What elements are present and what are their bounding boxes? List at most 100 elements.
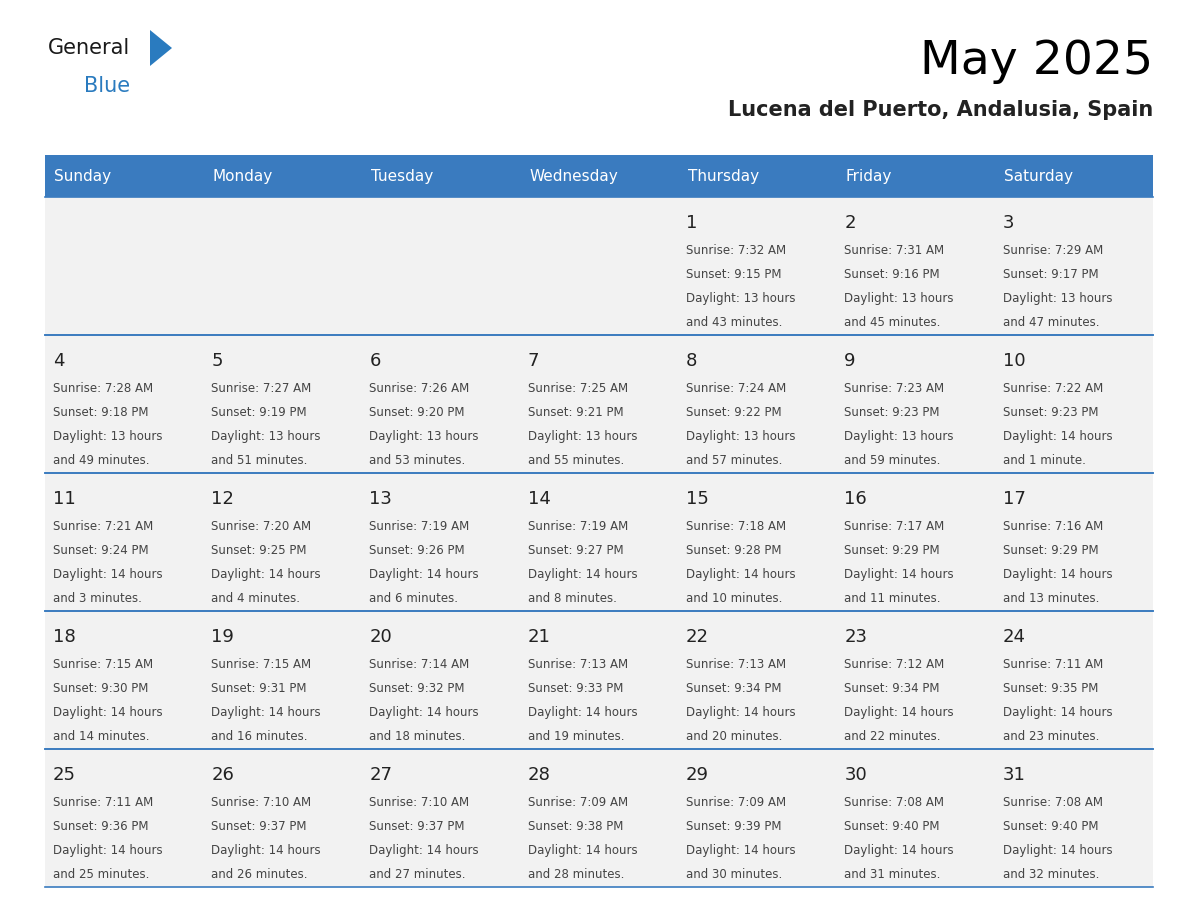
- Text: and 8 minutes.: and 8 minutes.: [527, 592, 617, 605]
- Text: and 45 minutes.: and 45 minutes.: [845, 316, 941, 329]
- Text: and 59 minutes.: and 59 minutes.: [845, 454, 941, 467]
- Text: and 53 minutes.: and 53 minutes.: [369, 454, 466, 467]
- Text: 22: 22: [685, 628, 709, 646]
- Text: Daylight: 13 hours: Daylight: 13 hours: [369, 430, 479, 443]
- Text: Daylight: 14 hours: Daylight: 14 hours: [53, 568, 163, 581]
- Text: Sunrise: 7:18 AM: Sunrise: 7:18 AM: [685, 520, 786, 533]
- Text: Sunset: 9:16 PM: Sunset: 9:16 PM: [845, 268, 940, 281]
- Text: Daylight: 14 hours: Daylight: 14 hours: [211, 568, 321, 581]
- Text: Sunrise: 7:21 AM: Sunrise: 7:21 AM: [53, 520, 153, 533]
- Text: Daylight: 13 hours: Daylight: 13 hours: [685, 292, 796, 305]
- Text: and 55 minutes.: and 55 minutes.: [527, 454, 624, 467]
- Bar: [203, 611, 361, 749]
- Text: Daylight: 13 hours: Daylight: 13 hours: [1003, 292, 1112, 305]
- Text: and 11 minutes.: and 11 minutes.: [845, 592, 941, 605]
- Text: Sunrise: 7:16 AM: Sunrise: 7:16 AM: [1003, 520, 1102, 533]
- Text: Sunrise: 7:10 AM: Sunrise: 7:10 AM: [211, 796, 311, 809]
- Text: Sunrise: 7:13 AM: Sunrise: 7:13 AM: [685, 658, 786, 671]
- Text: Sunrise: 7:12 AM: Sunrise: 7:12 AM: [845, 658, 944, 671]
- Text: and 31 minutes.: and 31 minutes.: [845, 868, 941, 881]
- Text: and 57 minutes.: and 57 minutes.: [685, 454, 783, 467]
- Bar: [836, 749, 994, 887]
- Text: and 25 minutes.: and 25 minutes.: [53, 868, 150, 881]
- Bar: [361, 155, 520, 197]
- Text: Daylight: 14 hours: Daylight: 14 hours: [527, 706, 638, 719]
- Text: Daylight: 13 hours: Daylight: 13 hours: [527, 430, 637, 443]
- Bar: [203, 197, 361, 335]
- Text: and 16 minutes.: and 16 minutes.: [211, 730, 308, 743]
- Text: Daylight: 14 hours: Daylight: 14 hours: [1003, 568, 1112, 581]
- Text: Saturday: Saturday: [1004, 169, 1073, 184]
- Text: Sunset: 9:29 PM: Sunset: 9:29 PM: [1003, 544, 1098, 557]
- Text: Sunrise: 7:13 AM: Sunrise: 7:13 AM: [527, 658, 628, 671]
- Text: and 27 minutes.: and 27 minutes.: [369, 868, 466, 881]
- Text: Monday: Monday: [213, 169, 273, 184]
- Bar: [203, 155, 361, 197]
- Bar: [836, 155, 994, 197]
- Bar: [45, 197, 203, 335]
- Text: Sunset: 9:35 PM: Sunset: 9:35 PM: [1003, 682, 1098, 695]
- Text: Daylight: 14 hours: Daylight: 14 hours: [845, 568, 954, 581]
- Text: Sunset: 9:34 PM: Sunset: 9:34 PM: [685, 682, 782, 695]
- Text: Daylight: 14 hours: Daylight: 14 hours: [685, 844, 796, 857]
- Text: 7: 7: [527, 352, 539, 370]
- Bar: [836, 197, 994, 335]
- Text: 23: 23: [845, 628, 867, 646]
- Text: Sunset: 9:19 PM: Sunset: 9:19 PM: [211, 406, 307, 419]
- Bar: [678, 749, 836, 887]
- Bar: [520, 155, 678, 197]
- Text: Daylight: 14 hours: Daylight: 14 hours: [685, 706, 796, 719]
- Text: Sunrise: 7:24 AM: Sunrise: 7:24 AM: [685, 382, 786, 395]
- Bar: [836, 473, 994, 611]
- Text: Friday: Friday: [846, 169, 892, 184]
- Text: 2: 2: [845, 214, 855, 232]
- Text: Daylight: 14 hours: Daylight: 14 hours: [369, 844, 479, 857]
- Text: and 32 minutes.: and 32 minutes.: [1003, 868, 1099, 881]
- Text: Daylight: 14 hours: Daylight: 14 hours: [1003, 706, 1112, 719]
- Bar: [45, 155, 203, 197]
- Text: May 2025: May 2025: [920, 39, 1154, 84]
- Bar: [994, 473, 1154, 611]
- Text: Sunset: 9:33 PM: Sunset: 9:33 PM: [527, 682, 624, 695]
- Text: Daylight: 14 hours: Daylight: 14 hours: [211, 706, 321, 719]
- Text: and 43 minutes.: and 43 minutes.: [685, 316, 783, 329]
- Text: Sunrise: 7:10 AM: Sunrise: 7:10 AM: [369, 796, 469, 809]
- Text: 30: 30: [845, 766, 867, 784]
- Text: Sunrise: 7:25 AM: Sunrise: 7:25 AM: [527, 382, 628, 395]
- Bar: [678, 335, 836, 473]
- Bar: [678, 197, 836, 335]
- Text: and 30 minutes.: and 30 minutes.: [685, 868, 783, 881]
- Bar: [520, 197, 678, 335]
- Text: Sunset: 9:22 PM: Sunset: 9:22 PM: [685, 406, 782, 419]
- Text: Sunset: 9:36 PM: Sunset: 9:36 PM: [53, 820, 148, 833]
- Text: Sunset: 9:17 PM: Sunset: 9:17 PM: [1003, 268, 1098, 281]
- Text: 24: 24: [1003, 628, 1025, 646]
- Text: and 47 minutes.: and 47 minutes.: [1003, 316, 1099, 329]
- Text: Lucena del Puerto, Andalusia, Spain: Lucena del Puerto, Andalusia, Spain: [728, 100, 1154, 120]
- Text: Tuesday: Tuesday: [371, 169, 434, 184]
- Bar: [994, 611, 1154, 749]
- Text: and 19 minutes.: and 19 minutes.: [527, 730, 624, 743]
- Text: Sunset: 9:18 PM: Sunset: 9:18 PM: [53, 406, 148, 419]
- Text: and 13 minutes.: and 13 minutes.: [1003, 592, 1099, 605]
- Bar: [994, 335, 1154, 473]
- Bar: [520, 749, 678, 887]
- Bar: [45, 335, 203, 473]
- Text: 5: 5: [211, 352, 222, 370]
- Text: Sunset: 9:27 PM: Sunset: 9:27 PM: [527, 544, 624, 557]
- Text: Daylight: 14 hours: Daylight: 14 hours: [1003, 844, 1112, 857]
- Text: 9: 9: [845, 352, 855, 370]
- Text: General: General: [48, 38, 131, 58]
- Text: Daylight: 14 hours: Daylight: 14 hours: [685, 568, 796, 581]
- Text: 25: 25: [53, 766, 76, 784]
- Text: Daylight: 14 hours: Daylight: 14 hours: [527, 844, 638, 857]
- Text: 1: 1: [685, 214, 697, 232]
- Text: Wednesday: Wednesday: [530, 169, 618, 184]
- Text: 8: 8: [685, 352, 697, 370]
- Text: and 23 minutes.: and 23 minutes.: [1003, 730, 1099, 743]
- Text: and 26 minutes.: and 26 minutes.: [211, 868, 308, 881]
- Bar: [203, 473, 361, 611]
- Text: and 51 minutes.: and 51 minutes.: [211, 454, 308, 467]
- Text: 10: 10: [1003, 352, 1025, 370]
- Text: 18: 18: [53, 628, 76, 646]
